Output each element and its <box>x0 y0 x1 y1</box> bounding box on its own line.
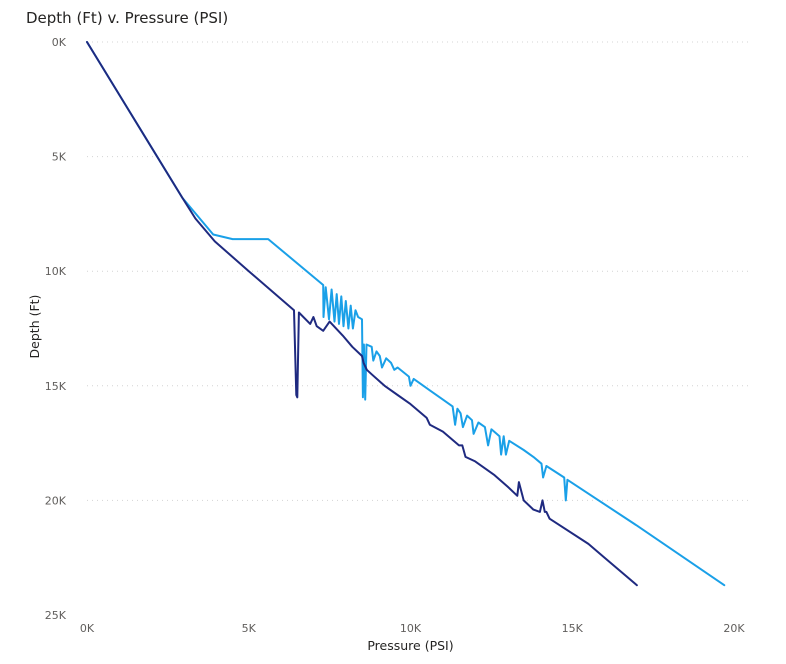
series-line-1 <box>86 41 726 587</box>
chart-title: Depth (Ft) v. Pressure (PSI) <box>26 9 229 27</box>
x-tick-label: 10K <box>400 622 422 635</box>
x-tick-label: 20K <box>723 622 745 635</box>
y-tick-label: 15K <box>45 380 67 393</box>
y-tick-label: 20K <box>45 494 67 507</box>
y-tick-label: 10K <box>45 265 67 278</box>
y-tick-label: 5K <box>52 151 67 164</box>
series-line-2 <box>86 41 638 587</box>
x-tick-label: 5K <box>242 622 257 635</box>
y-tick-label: 0K <box>52 36 67 49</box>
y-tick-label: 25K <box>45 609 67 622</box>
x-tick-label: 15K <box>562 622 584 635</box>
x-tick-label: 0K <box>80 622 95 635</box>
x-axis-title: Pressure (PSI) <box>367 638 453 653</box>
y-axis-title: Depth (Ft) <box>27 295 42 359</box>
